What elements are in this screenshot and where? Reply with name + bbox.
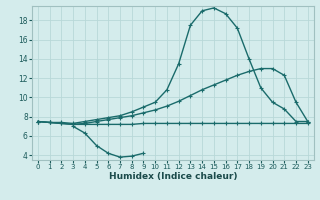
X-axis label: Humidex (Indice chaleur): Humidex (Indice chaleur) bbox=[108, 172, 237, 181]
